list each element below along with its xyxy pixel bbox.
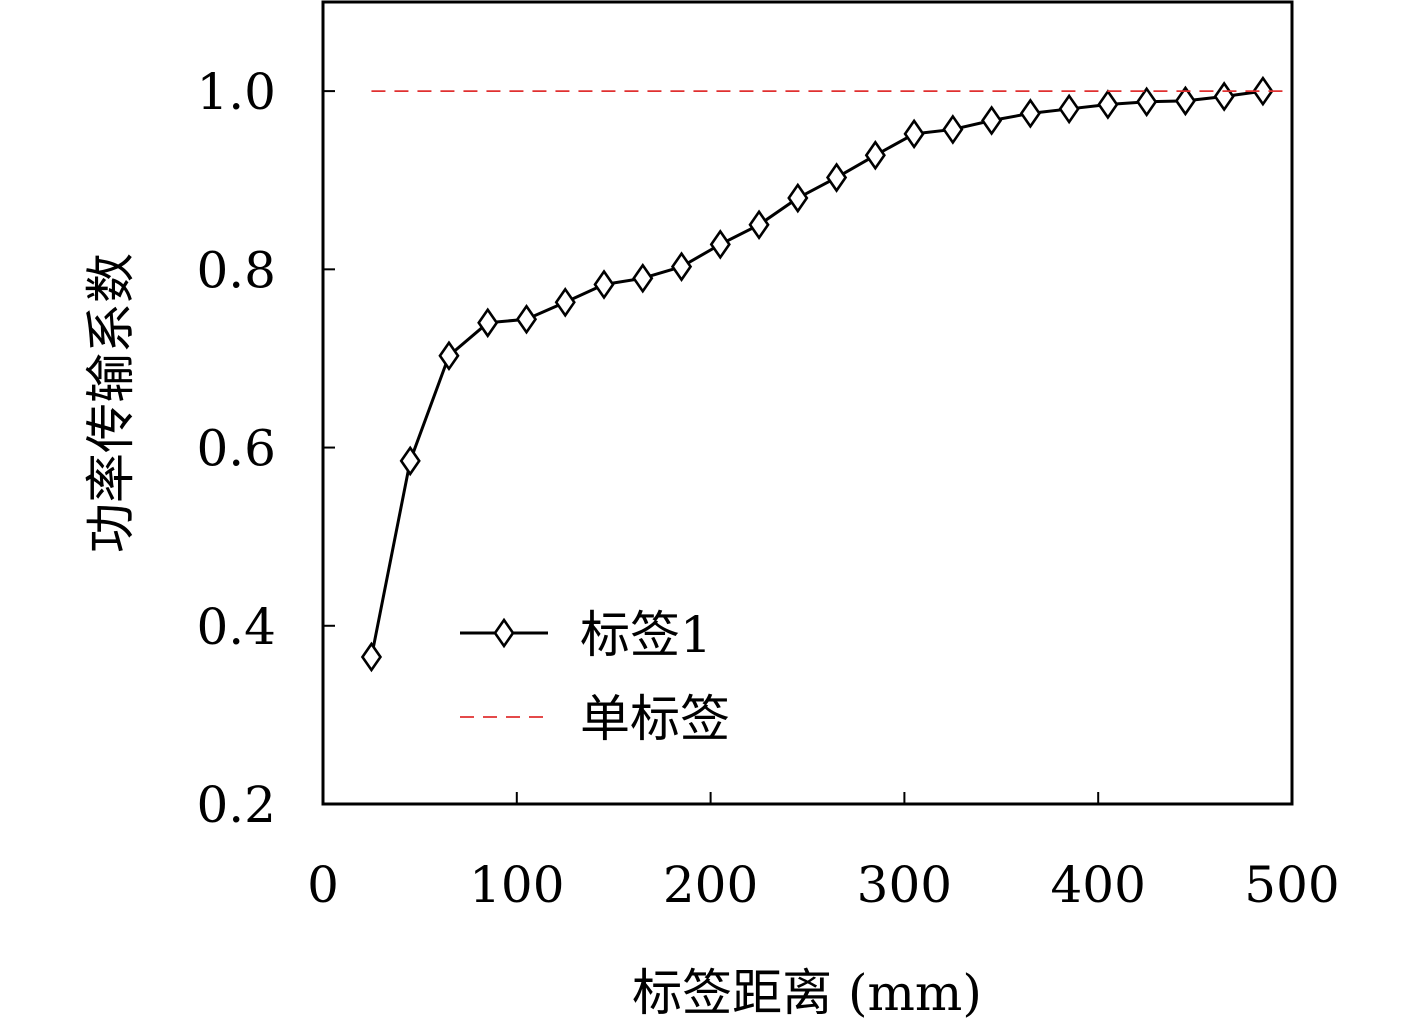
y-tick-label: 0.2: [196, 776, 276, 834]
x-tick-label: 0: [307, 856, 339, 914]
data-point-marker: [670, 251, 693, 282]
x-tick-label: 500: [1244, 856, 1339, 914]
data-point-marker: [554, 287, 576, 318]
legend: 标签1 单标签: [460, 606, 730, 748]
data-point-marker: [709, 229, 731, 260]
y-tick-label: 1.0: [196, 63, 276, 121]
data-point-marker: [1252, 75, 1274, 107]
y-tick-label: 0.8: [196, 241, 276, 299]
x-axis-title: 标签距离 (mm): [632, 964, 982, 1022]
data-point-marker: [593, 269, 615, 300]
data-point-marker: [1058, 93, 1080, 125]
legend-label-single-tag: 单标签: [580, 690, 730, 748]
y-tick-label: 0.4: [196, 598, 276, 656]
data-point-marker: [632, 262, 654, 294]
data-point-marker: [903, 118, 925, 150]
data-point-marker: [787, 182, 809, 214]
legend-label-tag1: 标签1: [580, 606, 712, 664]
x-tick-label: 200: [663, 856, 758, 914]
x-tick-label: 100: [469, 856, 564, 914]
data-point-marker: [399, 445, 421, 477]
data-point-marker: [748, 209, 770, 241]
data-point-marker: [981, 105, 1003, 136]
y-axis-title: 功率传输系数: [82, 253, 140, 553]
data-point-marker: [477, 307, 499, 339]
plot-area: [360, 75, 1292, 673]
data-point-marker: [515, 303, 538, 335]
data-point-marker: [1213, 81, 1235, 112]
data-point-marker: [438, 340, 460, 372]
y-tick-label: 0.6: [196, 420, 276, 478]
plot-frame: [321, 0, 1294, 806]
data-point-marker: [1019, 98, 1041, 129]
x-tick-label: 300: [857, 856, 952, 914]
data-point-marker: [864, 139, 886, 171]
data-point-marker: [942, 114, 964, 145]
y-axis: 0.2 0.4 0.6 0.8 1.0: [196, 63, 335, 834]
data-point-marker: [360, 641, 383, 673]
data-point-marker: [1174, 85, 1196, 117]
legend-marker-tag1: [493, 617, 515, 649]
data-point-marker: [1136, 86, 1158, 118]
x-axis: 0 100 200 300 400 500: [307, 792, 1340, 914]
series-line-tag1: [369, 89, 1264, 658]
data-point-marker: [825, 162, 848, 193]
x-tick-label: 400: [1050, 856, 1145, 914]
data-point-marker: [1097, 89, 1119, 120]
